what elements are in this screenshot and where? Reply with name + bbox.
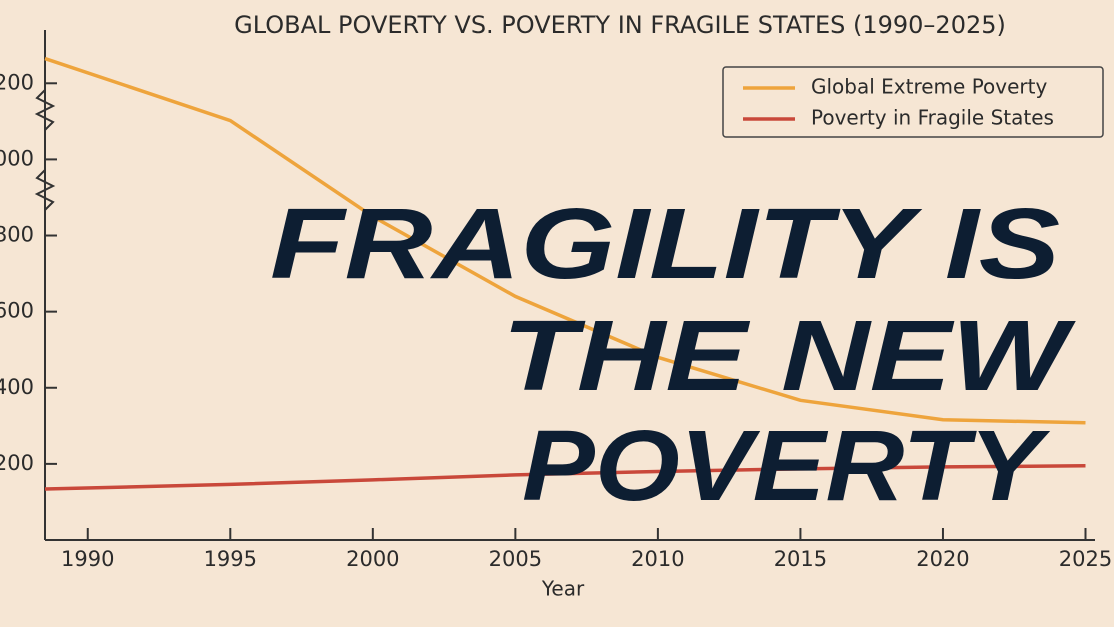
chart-title: GLOBAL POVERTY VS. POVERTY IN FRAGILE ST… xyxy=(234,11,1006,39)
y-tick-label: 800 xyxy=(0,223,34,247)
x-tick-label: 2010 xyxy=(631,547,684,571)
y-tick-label: 1200 xyxy=(0,70,34,94)
x-tick-label: 1995 xyxy=(204,547,257,571)
x-tick-label: 2025 xyxy=(1059,547,1112,571)
x-tick-label: 2015 xyxy=(774,547,827,571)
overlay-headline: FRAGILITY IS xyxy=(270,188,1060,300)
axis-break xyxy=(34,169,56,211)
y-tick-label: 600 xyxy=(0,299,34,323)
y-tick-label: 200 xyxy=(0,451,34,475)
x-tick-label: 2005 xyxy=(489,547,542,571)
legend-label: Poverty in Fragile States xyxy=(811,106,1054,130)
x-tick-label: 1990 xyxy=(61,547,114,571)
y-tick-label: 400 xyxy=(0,375,34,399)
overlay-headline: THE NEW xyxy=(502,300,1076,412)
y-tick-label: 1000 xyxy=(0,146,34,170)
legend-box xyxy=(722,66,1104,138)
x-tick-label: 2020 xyxy=(916,547,969,571)
x-axis-label: Year xyxy=(541,577,585,601)
series-line xyxy=(44,464,1086,491)
series-line xyxy=(44,56,1086,425)
axis-break xyxy=(34,89,56,131)
x-tick-label: 2000 xyxy=(346,547,399,571)
overlay-headline: POVERTY xyxy=(522,410,1051,522)
legend-label: Global Extreme Poverty xyxy=(811,75,1047,99)
